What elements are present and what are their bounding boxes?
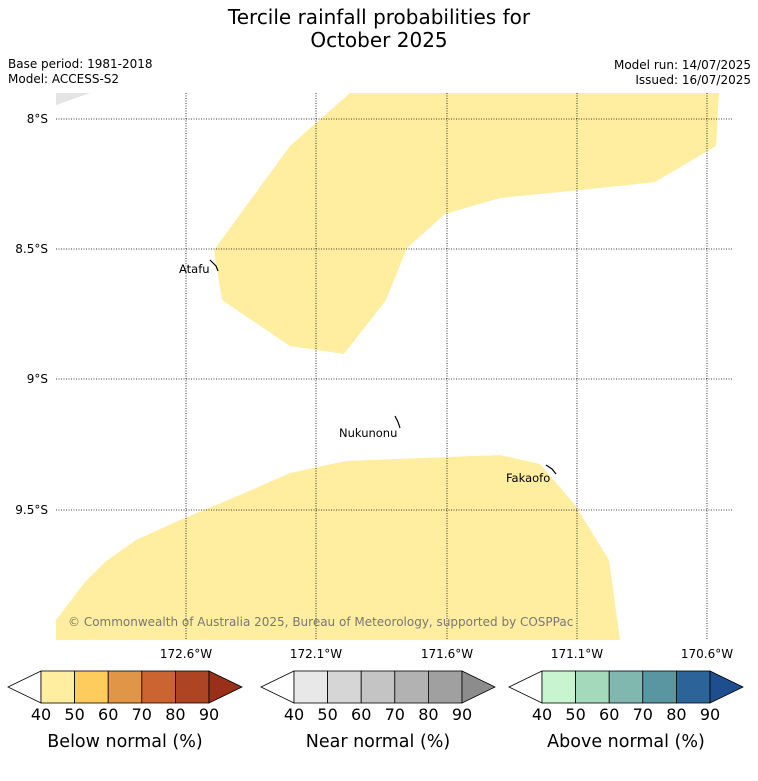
colorbar-segment	[608, 670, 644, 704]
model-text: Model: ACCESS-S2	[8, 72, 120, 86]
colorbar-extend-low	[508, 670, 543, 704]
colorbar-near-normal: 40 50 60 70 80 90 Near normal (%)	[260, 670, 496, 752]
place-label-nukunonu: Nukunonu	[339, 426, 397, 440]
map-panel[interactable]: Atafu Nukunonu Fakaofo © Commonwealth of…	[56, 93, 733, 640]
copyright-text: © Commonwealth of Australia 2025, Bureau…	[68, 615, 573, 629]
no-data-patch	[56, 93, 90, 105]
colorbar-segment	[394, 670, 429, 704]
probability-region-south	[56, 455, 620, 640]
colorbar-tick: 90	[700, 705, 720, 724]
lon-label: 172.6°W	[160, 647, 212, 661]
colorbar-segment	[74, 670, 109, 704]
colorbar-tick: 50	[64, 705, 84, 724]
colorbar-tick: 60	[98, 705, 118, 724]
issued-text: Issued: 16/07/2025	[635, 73, 751, 87]
island-fakaofo	[545, 464, 557, 475]
lat-label: 8°S	[27, 112, 48, 126]
colorbar-segment	[141, 670, 176, 704]
lon-label: 170.6°W	[681, 647, 733, 661]
meta-right: Model run: 14/07/2025 Issued: 16/07/2025	[614, 58, 751, 88]
colorbar-tick: 60	[351, 705, 371, 724]
lon-label: 172.1°W	[290, 647, 342, 661]
colorbar-segment	[293, 670, 328, 704]
colorbar-segment	[541, 670, 576, 704]
colorbar-segment	[174, 670, 210, 704]
colorbar-tick: 70	[633, 705, 653, 724]
colorbar-tick: 80	[418, 705, 438, 724]
lon-label: 171.1°W	[551, 647, 603, 661]
probability-region-north	[214, 93, 719, 354]
model-run-text: Model run: 14/07/2025	[613, 58, 751, 72]
island-nukunonu	[394, 415, 401, 429]
figure-title: Tercile rainfall probabilities for Octob…	[0, 6, 758, 52]
colorbar-segments	[7, 670, 243, 704]
colorbar-segment	[642, 670, 677, 704]
colorbar-extend-high	[461, 670, 496, 704]
lat-label: 8.5°S	[15, 242, 48, 256]
colorbar-extend-low	[260, 670, 295, 704]
island-atafu	[209, 259, 219, 272]
colorbar-title: Near normal (%)	[306, 732, 451, 752]
lat-label: 9°S	[27, 372, 48, 386]
latitude-labels: 8°S 8.5°S 9°S 9.5°S	[15, 112, 48, 517]
lon-label: 171.6°W	[421, 647, 473, 661]
colorbar-tick: 70	[132, 705, 152, 724]
colorbar-extend-low	[7, 670, 42, 704]
colorbar-segment	[107, 670, 143, 704]
colorbar-tick: 50	[317, 705, 337, 724]
place-label-atafu: Atafu	[179, 262, 210, 276]
colorbar-segment	[575, 670, 610, 704]
colorbar-segment	[676, 670, 711, 704]
longitude-labels: 172.6°W 172.1°W 171.6°W 171.1°W 170.6°W	[160, 647, 733, 661]
colorbar-above-normal: 40 50 60 70 80 90 Above normal (%)	[508, 670, 744, 752]
colorbar-extend-high	[208, 670, 243, 704]
colorbar-segment	[40, 670, 75, 704]
colorbar-segment	[427, 670, 463, 704]
colorbar-segments	[260, 670, 496, 704]
colorbar-tick: 40	[532, 705, 552, 724]
colorbar-tick: 40	[284, 705, 304, 724]
base-period-text: Base period: 1981-2018	[8, 57, 153, 71]
colorbar-tick: 70	[385, 705, 405, 724]
colorbar-tick: 50	[565, 705, 585, 724]
title-line-1: Tercile rainfall probabilities for	[227, 5, 531, 29]
colorbar-below-normal: 40 50 60 70 80 90 Below normal (%)	[7, 670, 243, 752]
colorbar-tick: 40	[31, 705, 51, 724]
colorbar-segments	[508, 670, 744, 704]
colorbar-tick: 80	[666, 705, 686, 724]
colorbar-tick: 90	[199, 705, 219, 724]
colorbar-tick: 90	[452, 705, 472, 724]
colorbar-title: Below normal (%)	[47, 732, 202, 752]
graticule	[56, 93, 733, 640]
colorbar-segment	[327, 670, 362, 704]
colorbar-tick: 80	[165, 705, 185, 724]
colorbar-extend-high	[709, 670, 744, 704]
colorbar-segment	[360, 670, 396, 704]
meta-left: Base period: 1981-2018 Model: ACCESS-S2	[8, 57, 153, 87]
title-line-2: October 2025	[310, 28, 448, 52]
colorbar-title: Above normal (%)	[547, 732, 705, 752]
lat-label: 9.5°S	[15, 503, 48, 517]
place-label-fakaofo: Fakaofo	[506, 471, 550, 485]
colorbar-tick: 60	[599, 705, 619, 724]
